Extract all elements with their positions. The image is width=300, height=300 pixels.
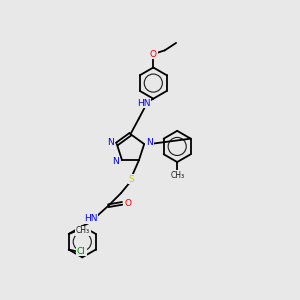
Text: O: O: [150, 50, 157, 58]
Text: Cl: Cl: [77, 247, 86, 256]
Text: N: N: [107, 138, 114, 147]
Text: HN: HN: [84, 214, 98, 223]
Text: N: N: [146, 138, 153, 147]
Text: N: N: [112, 157, 119, 166]
Text: O: O: [124, 199, 131, 208]
Text: S: S: [129, 175, 134, 184]
Text: HN: HN: [137, 99, 151, 108]
Text: CH₃: CH₃: [170, 171, 184, 180]
Text: CH₃: CH₃: [76, 226, 90, 236]
